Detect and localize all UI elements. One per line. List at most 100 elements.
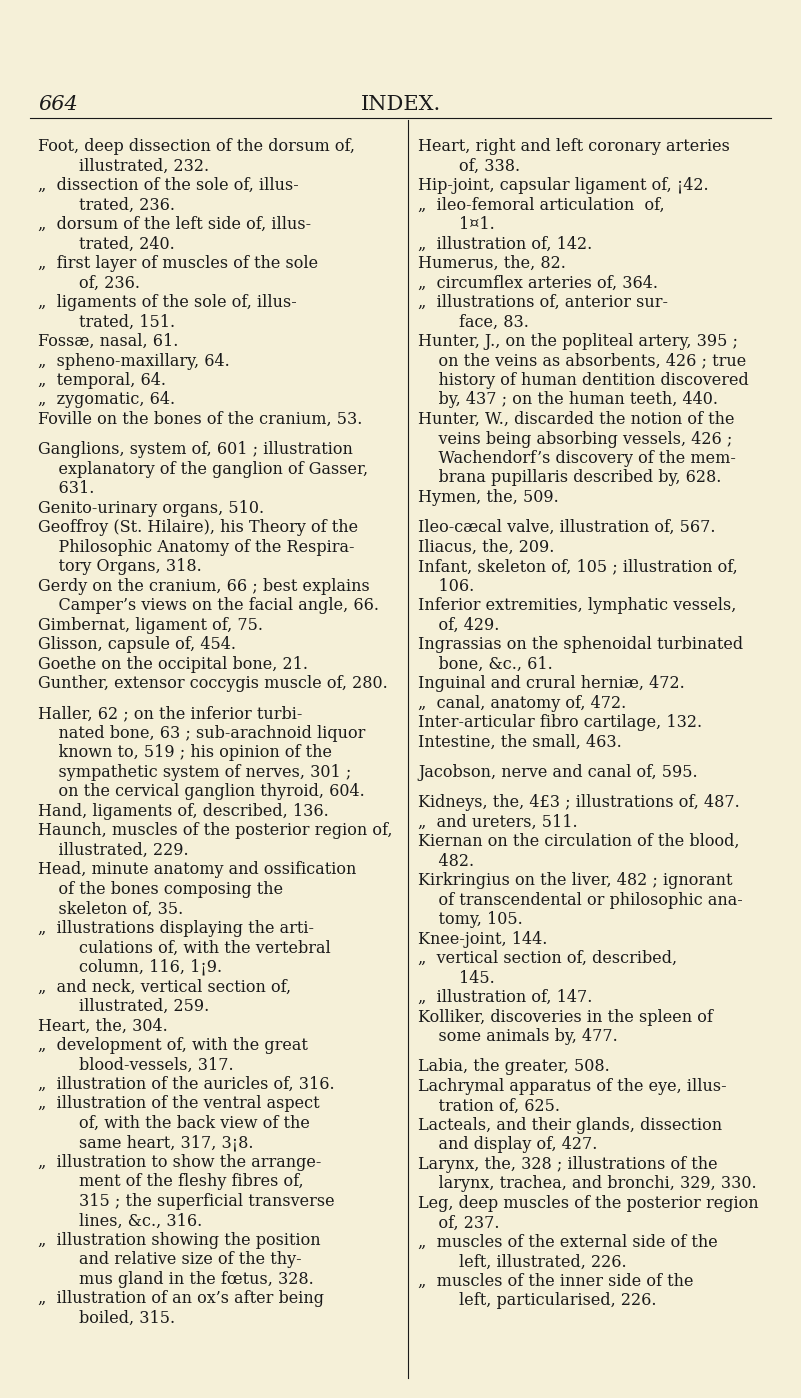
Text: Goethe on the occipital bone, 21.: Goethe on the occipital bone, 21. [38,656,308,672]
Text: left, particularised, 226.: left, particularised, 226. [418,1292,657,1310]
Text: Gerdy on the cranium, 66 ; best explains: Gerdy on the cranium, 66 ; best explains [38,577,370,594]
Text: 106.: 106. [418,577,474,594]
Text: Ileo-cæcal valve, illustration of, 567.: Ileo-cæcal valve, illustration of, 567. [418,519,715,537]
Text: Humerus, the, 82.: Humerus, the, 82. [418,254,566,273]
Text: blood-vessels, 317.: blood-vessels, 317. [38,1057,234,1074]
Text: of, 429.: of, 429. [418,617,499,633]
Text: nated bone, 63 ; sub-arachnoid liquor: nated bone, 63 ; sub-arachnoid liquor [38,726,365,742]
Text: on the veins as absorbents, 426 ; true: on the veins as absorbents, 426 ; true [418,352,747,369]
Text: of transcendental or philosophic ana-: of transcendental or philosophic ana- [418,892,743,909]
Text: brana pupillaris described by, 628.: brana pupillaris described by, 628. [418,470,722,487]
Text: Kolliker, discoveries in the spleen of: Kolliker, discoveries in the spleen of [418,1009,713,1026]
Text: Wachendorf’s discovery of the mem-: Wachendorf’s discovery of the mem- [418,450,736,467]
Text: „  illustration of the auricles of, 316.: „ illustration of the auricles of, 316. [38,1076,335,1093]
Text: „  first layer of muscles of the sole: „ first layer of muscles of the sole [38,254,318,273]
Text: Hunter, W., discarded the notion of the: Hunter, W., discarded the notion of the [418,411,735,428]
Text: illustrated, 229.: illustrated, 229. [38,842,188,858]
Text: 664: 664 [38,95,78,115]
Text: bone, &c., 61.: bone, &c., 61. [418,656,553,672]
Text: illustrated, 259.: illustrated, 259. [38,998,209,1015]
Text: illustrated, 232.: illustrated, 232. [38,158,209,175]
Text: same heart, 317, 3¡8.: same heart, 317, 3¡8. [38,1134,253,1152]
Text: history of human dentition discovered: history of human dentition discovered [418,372,749,389]
Text: Haller, 62 ; on the inferior turbi-: Haller, 62 ; on the inferior turbi- [38,706,302,723]
Text: culations of, with the vertebral: culations of, with the vertebral [38,939,331,956]
Text: explanatory of the ganglion of Gasser,: explanatory of the ganglion of Gasser, [38,461,368,478]
Text: Glisson, capsule of, 454.: Glisson, capsule of, 454. [38,636,236,653]
Text: „  vertical section of, described,: „ vertical section of, described, [418,951,677,967]
Text: Labia, the greater, 508.: Labia, the greater, 508. [418,1058,610,1075]
Text: „  illustration of, 147.: „ illustration of, 147. [418,990,593,1007]
Text: ment of the fleshy fibres of,: ment of the fleshy fibres of, [38,1173,304,1191]
Text: left, illustrated, 226.: left, illustrated, 226. [418,1254,626,1271]
Text: boiled, 315.: boiled, 315. [38,1310,175,1327]
Text: Hunter, J., on the popliteal artery, 395 ;: Hunter, J., on the popliteal artery, 395… [418,333,738,350]
Text: mus gland in the fœtus, 328.: mus gland in the fœtus, 328. [38,1271,314,1288]
Text: Hip-joint, capsular ligament of, ¡42.: Hip-joint, capsular ligament of, ¡42. [418,178,709,194]
Text: 315 ; the superficial transverse: 315 ; the superficial transverse [38,1192,335,1209]
Text: „  and neck, vertical section of,: „ and neck, vertical section of, [38,979,291,995]
Text: Lacteals, and their glands, dissection: Lacteals, and their glands, dissection [418,1117,723,1134]
Text: Infant, skeleton of, 105 ; illustration of,: Infant, skeleton of, 105 ; illustration … [418,558,738,575]
Text: „  muscles of the inner side of the: „ muscles of the inner side of the [418,1274,694,1290]
Text: „  illustration showing the position: „ illustration showing the position [38,1232,320,1248]
Text: trated, 151.: trated, 151. [38,313,175,330]
Text: „  ileo-femoral articulation  of,: „ ileo-femoral articulation of, [418,197,665,214]
Text: 1¤1.: 1¤1. [418,217,495,233]
Text: known to, 519 ; his opinion of the: known to, 519 ; his opinion of the [38,745,332,762]
Text: Geoffroy (St. Hilaire), his Theory of the: Geoffroy (St. Hilaire), his Theory of th… [38,519,358,537]
Text: trated, 240.: trated, 240. [38,235,175,253]
Text: 482.: 482. [418,853,474,870]
Text: Knee-joint, 144.: Knee-joint, 144. [418,931,547,948]
Text: face, 83.: face, 83. [418,313,529,330]
Text: Gunther, extensor coccygis muscle of, 280.: Gunther, extensor coccygis muscle of, 28… [38,675,388,692]
Text: „  illustration of the ventral aspect: „ illustration of the ventral aspect [38,1096,320,1113]
Text: Heart, the, 304.: Heart, the, 304. [38,1018,167,1035]
Text: Larynx, the, 328 ; illustrations of the: Larynx, the, 328 ; illustrations of the [418,1156,718,1173]
Text: Iliacus, the, 209.: Iliacus, the, 209. [418,538,554,556]
Text: larynx, trachea, and bronchi, 329, 330.: larynx, trachea, and bronchi, 329, 330. [418,1176,757,1192]
Text: Kirkringius on the liver, 482 ; ignorant: Kirkringius on the liver, 482 ; ignorant [418,872,732,889]
Text: Heart, right and left coronary arteries: Heart, right and left coronary arteries [418,138,730,155]
Text: and relative size of the thy-: and relative size of the thy- [38,1251,302,1268]
Text: of, 236.: of, 236. [38,274,140,292]
Text: „  zygomatic, 64.: „ zygomatic, 64. [38,391,175,408]
Text: Philosophic Anatomy of the Respira-: Philosophic Anatomy of the Respira- [38,538,355,556]
Text: „  illustration of an ox’s after being: „ illustration of an ox’s after being [38,1290,324,1307]
Text: and display of, 427.: and display of, 427. [418,1137,598,1153]
Text: Ganglions, system of, 601 ; illustration: Ganglions, system of, 601 ; illustration [38,442,353,459]
Text: on the cervical ganglion thyroid, 604.: on the cervical ganglion thyroid, 604. [38,783,364,801]
Text: Haunch, muscles of the posterior region of,: Haunch, muscles of the posterior region … [38,822,392,839]
Text: Fossæ, nasal, 61.: Fossæ, nasal, 61. [38,333,179,350]
Text: Inter-articular fibro cartilage, 132.: Inter-articular fibro cartilage, 132. [418,714,702,731]
Text: Lachrymal apparatus of the eye, illus-: Lachrymal apparatus of the eye, illus- [418,1078,727,1095]
Text: trated, 236.: trated, 236. [38,197,175,214]
Text: „  illustrations of, anterior sur-: „ illustrations of, anterior sur- [418,294,668,310]
Text: Foville on the bones of the cranium, 53.: Foville on the bones of the cranium, 53. [38,411,362,428]
Text: Inguinal and crural herniæ, 472.: Inguinal and crural herniæ, 472. [418,675,685,692]
Text: Leg, deep muscles of the posterior region: Leg, deep muscles of the posterior regio… [418,1195,759,1212]
Text: Kidneys, the, 4£3 ; illustrations of, 487.: Kidneys, the, 4£3 ; illustrations of, 48… [418,794,740,811]
Text: „  illustration of, 142.: „ illustration of, 142. [418,235,592,253]
Text: Gimbernat, ligament of, 75.: Gimbernat, ligament of, 75. [38,617,263,633]
Text: tration of, 625.: tration of, 625. [418,1097,560,1114]
Text: of, with the back view of the: of, with the back view of the [38,1116,310,1132]
Text: „  dorsum of the left side of, illus-: „ dorsum of the left side of, illus- [38,217,311,233]
Text: sympathetic system of nerves, 301 ;: sympathetic system of nerves, 301 ; [38,763,352,781]
Text: 145.: 145. [418,970,495,987]
Text: lines, &c., 316.: lines, &c., 316. [38,1212,202,1229]
Text: „  development of, with the great: „ development of, with the great [38,1037,308,1054]
Text: Jacobson, nerve and canal of, 595.: Jacobson, nerve and canal of, 595. [418,763,698,781]
Text: „  canal, anatomy of, 472.: „ canal, anatomy of, 472. [418,695,626,712]
Text: Head, minute anatomy and ossification: Head, minute anatomy and ossification [38,861,356,878]
Text: some animals by, 477.: some animals by, 477. [418,1028,618,1046]
Text: Hand, ligaments of, described, 136.: Hand, ligaments of, described, 136. [38,802,328,821]
Text: „  circumflex arteries of, 364.: „ circumflex arteries of, 364. [418,274,658,292]
Text: „  muscles of the external side of the: „ muscles of the external side of the [418,1234,718,1251]
Text: Inferior extremities, lymphatic vessels,: Inferior extremities, lymphatic vessels, [418,597,736,614]
Text: skeleton of, 35.: skeleton of, 35. [38,900,183,917]
Text: Camper’s views on the facial angle, 66.: Camper’s views on the facial angle, 66. [38,597,379,614]
Text: tomy, 105.: tomy, 105. [418,911,523,928]
Text: by, 437 ; on the human teeth, 440.: by, 437 ; on the human teeth, 440. [418,391,718,408]
Text: Intestine, the small, 463.: Intestine, the small, 463. [418,734,622,751]
